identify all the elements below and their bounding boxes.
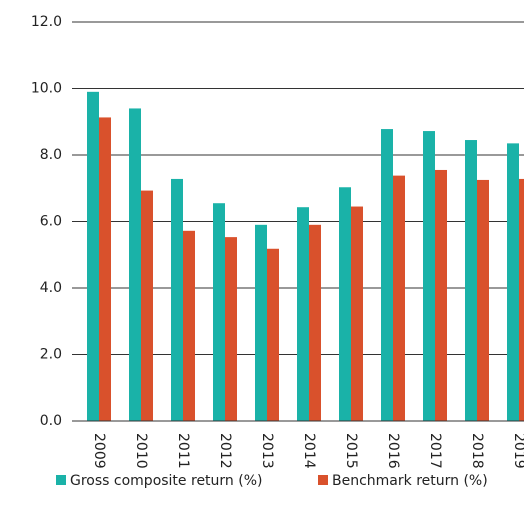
bar: [393, 175, 405, 421]
bar: [351, 206, 363, 421]
x-tick-label: 2017: [427, 433, 443, 469]
bar: [171, 178, 183, 421]
bar: [99, 117, 111, 422]
legend-swatch: [56, 475, 66, 485]
y-tick-label: 4.0: [40, 280, 62, 296]
x-tick-label: 2014: [301, 433, 317, 469]
bar: [423, 131, 435, 421]
x-tick-label: 2009: [91, 433, 107, 469]
bar: [519, 178, 524, 421]
x-tick-label: 2019: [511, 433, 524, 469]
x-tick-label: 2011: [175, 433, 191, 469]
x-tick-label: 2016: [385, 433, 401, 469]
bar: [381, 129, 393, 421]
bar: [267, 248, 279, 421]
x-tick-label: 2012: [217, 433, 233, 469]
bar: [183, 230, 195, 421]
y-tick-label: 8.0: [40, 147, 62, 163]
bar: [465, 140, 477, 421]
y-tick-label: 6.0: [40, 214, 62, 230]
y-tick-label: 0.0: [40, 413, 62, 429]
bar: [141, 190, 153, 421]
bar: [297, 207, 309, 421]
y-tick-label: 12.0: [31, 14, 62, 30]
legend-label: Gross composite return (%): [70, 473, 262, 489]
bar: [129, 108, 141, 421]
x-tick-label: 2015: [343, 433, 359, 469]
x-tick-label: 2018: [469, 433, 485, 469]
y-tick-label: 2.0: [40, 347, 62, 363]
bar: [477, 179, 489, 421]
bar: [435, 169, 447, 421]
bar: [213, 203, 225, 421]
legend-label: Benchmark return (%): [332, 473, 488, 489]
bar: [225, 237, 237, 421]
bar: [507, 143, 519, 422]
bar: [309, 224, 321, 421]
y-tick-label: 10.0: [31, 81, 62, 97]
x-tick-label: 2010: [133, 433, 149, 469]
bar: [255, 224, 267, 421]
x-tick-label: 2013: [259, 433, 275, 469]
bar: [339, 187, 351, 421]
legend-swatch: [318, 475, 328, 485]
bar: [87, 91, 99, 421]
